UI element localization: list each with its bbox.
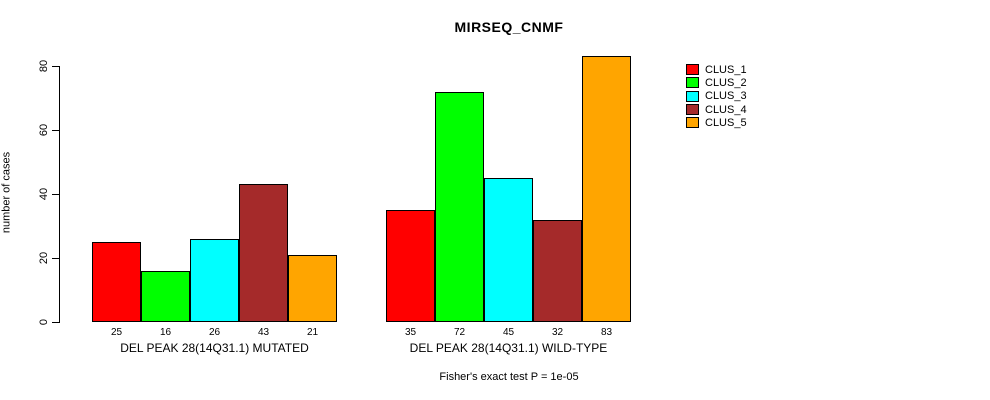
bar-value-label: 72 bbox=[453, 327, 466, 338]
y-axis-tick bbox=[52, 194, 59, 195]
y-axis-title: number of cases bbox=[0, 151, 13, 234]
clus_5-swatch bbox=[686, 117, 699, 129]
legend-label: CLUS_2 bbox=[705, 76, 747, 89]
group-label: DEL PEAK 28(14Q31.1) MUTATED bbox=[120, 341, 309, 355]
bar-clus_3 bbox=[190, 239, 239, 322]
chart-title: MIRSEQ_CNMF bbox=[454, 19, 564, 35]
y-axis-tick bbox=[52, 66, 59, 67]
bar-clus_2 bbox=[435, 92, 484, 322]
y-axis-tick bbox=[52, 322, 59, 323]
clus_4-swatch bbox=[686, 104, 699, 116]
fisher-test-annotation: Fisher's exact test P = 1e-05 bbox=[439, 371, 579, 383]
bar-clus_2 bbox=[141, 271, 190, 322]
bar-clus_3 bbox=[484, 178, 533, 322]
legend-row: CLUS_5 bbox=[686, 116, 747, 129]
y-axis-tick-label: 60 bbox=[38, 123, 50, 137]
bar-value-label: 32 bbox=[551, 327, 564, 338]
y-axis-tick-label: 0 bbox=[38, 318, 50, 326]
bar-value-label: 45 bbox=[502, 327, 515, 338]
bar-value-label: 26 bbox=[208, 327, 221, 338]
legend-row: CLUS_3 bbox=[686, 90, 747, 103]
bar-clus_4 bbox=[239, 184, 288, 322]
bar-value-label: 21 bbox=[306, 327, 319, 338]
clus_1-swatch bbox=[686, 64, 699, 76]
bar-clus_5 bbox=[582, 56, 631, 322]
clus_3-swatch bbox=[686, 90, 699, 102]
y-axis-tick bbox=[52, 258, 59, 259]
bar-value-label: 16 bbox=[159, 327, 172, 338]
legend-label: CLUS_5 bbox=[705, 116, 747, 129]
bar-clus_4 bbox=[533, 220, 582, 322]
bar-clus_5 bbox=[288, 255, 337, 322]
bar-value-label: 35 bbox=[404, 327, 417, 338]
bar-value-label: 25 bbox=[110, 327, 123, 338]
y-axis-tick bbox=[52, 130, 59, 131]
y-axis-tick-label: 80 bbox=[38, 59, 50, 73]
bar-value-label: 43 bbox=[257, 327, 270, 338]
legend-label: CLUS_1 bbox=[705, 63, 747, 76]
group-label: DEL PEAK 28(14Q31.1) WILD-TYPE bbox=[409, 341, 608, 355]
legend-row: CLUS_1 bbox=[686, 63, 747, 76]
clus_2-swatch bbox=[686, 77, 699, 89]
legend-row: CLUS_2 bbox=[686, 76, 747, 89]
legend-row: CLUS_4 bbox=[686, 103, 747, 116]
legend-label: CLUS_3 bbox=[705, 90, 747, 103]
y-axis-tick-label: 20 bbox=[38, 251, 50, 265]
y-axis-tick-label: 40 bbox=[38, 187, 50, 201]
legend-label: CLUS_4 bbox=[705, 103, 747, 116]
y-axis-line bbox=[59, 66, 60, 323]
legend: CLUS_1 CLUS_2 CLUS_3 CLUS_4 CLUS_5 bbox=[686, 63, 747, 129]
bar-value-label: 83 bbox=[600, 327, 613, 338]
bar-clus_1 bbox=[386, 210, 435, 322]
bar-clus_1 bbox=[92, 242, 141, 322]
